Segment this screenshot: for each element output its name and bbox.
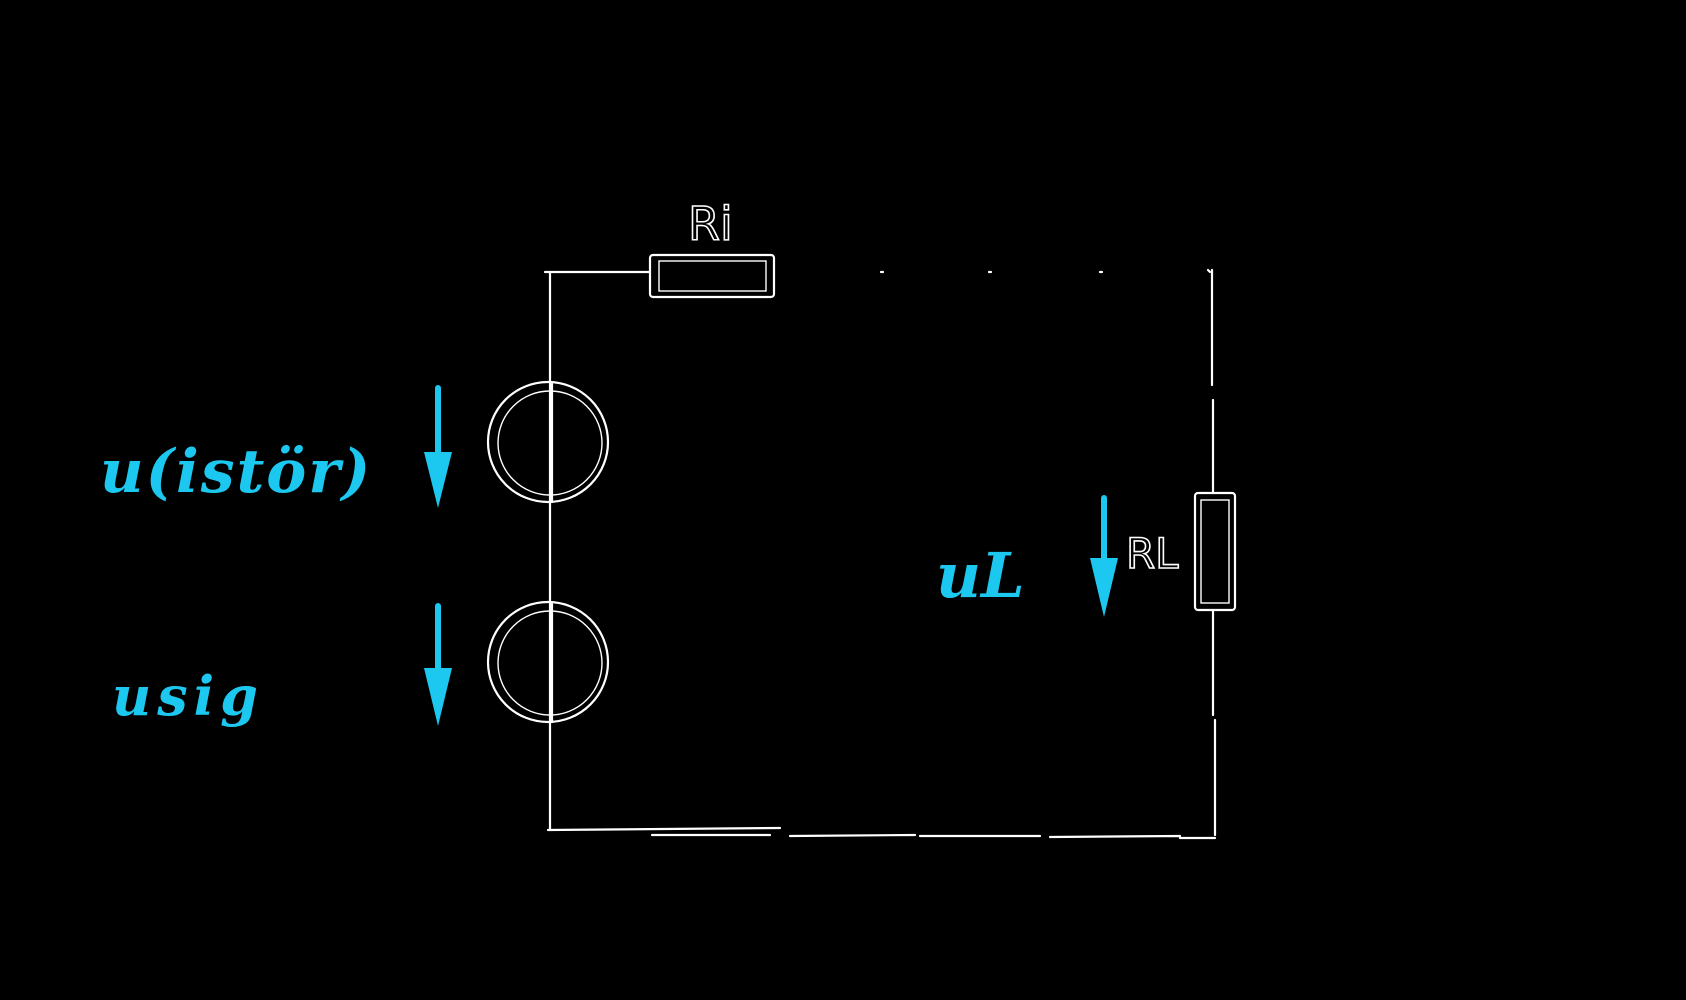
- resistor-rl-inner: [1200, 499, 1230, 604]
- voltage-arrow-istor: [424, 385, 452, 508]
- resistor-ri-label: Ri: [688, 197, 733, 251]
- label-u-istor: u(istör): [100, 437, 372, 507]
- voltage-arrow-sig: [424, 603, 452, 726]
- voltage-source-sig: [486, 600, 610, 724]
- wire-bottom: [546, 826, 1217, 840]
- arrow-ul-head: [1090, 558, 1118, 617]
- voltage-arrow-ul: [1090, 495, 1118, 617]
- voltage-source-sig-inner: [497, 610, 603, 716]
- label-u-l: uL: [936, 539, 1025, 612]
- resistor-ri-body: [648, 253, 776, 299]
- resistor-rl: RL: [1125, 491, 1237, 612]
- arrow-sig-head: [424, 668, 452, 726]
- arrow-istor-head: [424, 452, 452, 508]
- resistor-rl-body: [1193, 491, 1237, 612]
- wire-right: [1210, 268, 1217, 837]
- resistor-rl-label: RL: [1126, 529, 1179, 578]
- wire-top-dotted: [879, 268, 1212, 274]
- label-u-sig: usig: [112, 664, 264, 728]
- voltage-source-istor-inner: [497, 390, 603, 496]
- resistor-ri: Ri: [648, 196, 776, 299]
- voltage-source-sig-outer: [486, 600, 610, 724]
- circuit-wires: [543, 268, 1217, 840]
- resistor-ri-inner: [658, 260, 767, 292]
- voltage-source-istor-outer: [486, 380, 610, 504]
- voltage-source-istor: [486, 380, 610, 504]
